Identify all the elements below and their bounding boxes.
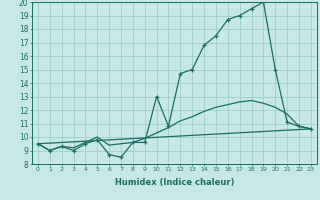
X-axis label: Humidex (Indice chaleur): Humidex (Indice chaleur): [115, 178, 234, 187]
